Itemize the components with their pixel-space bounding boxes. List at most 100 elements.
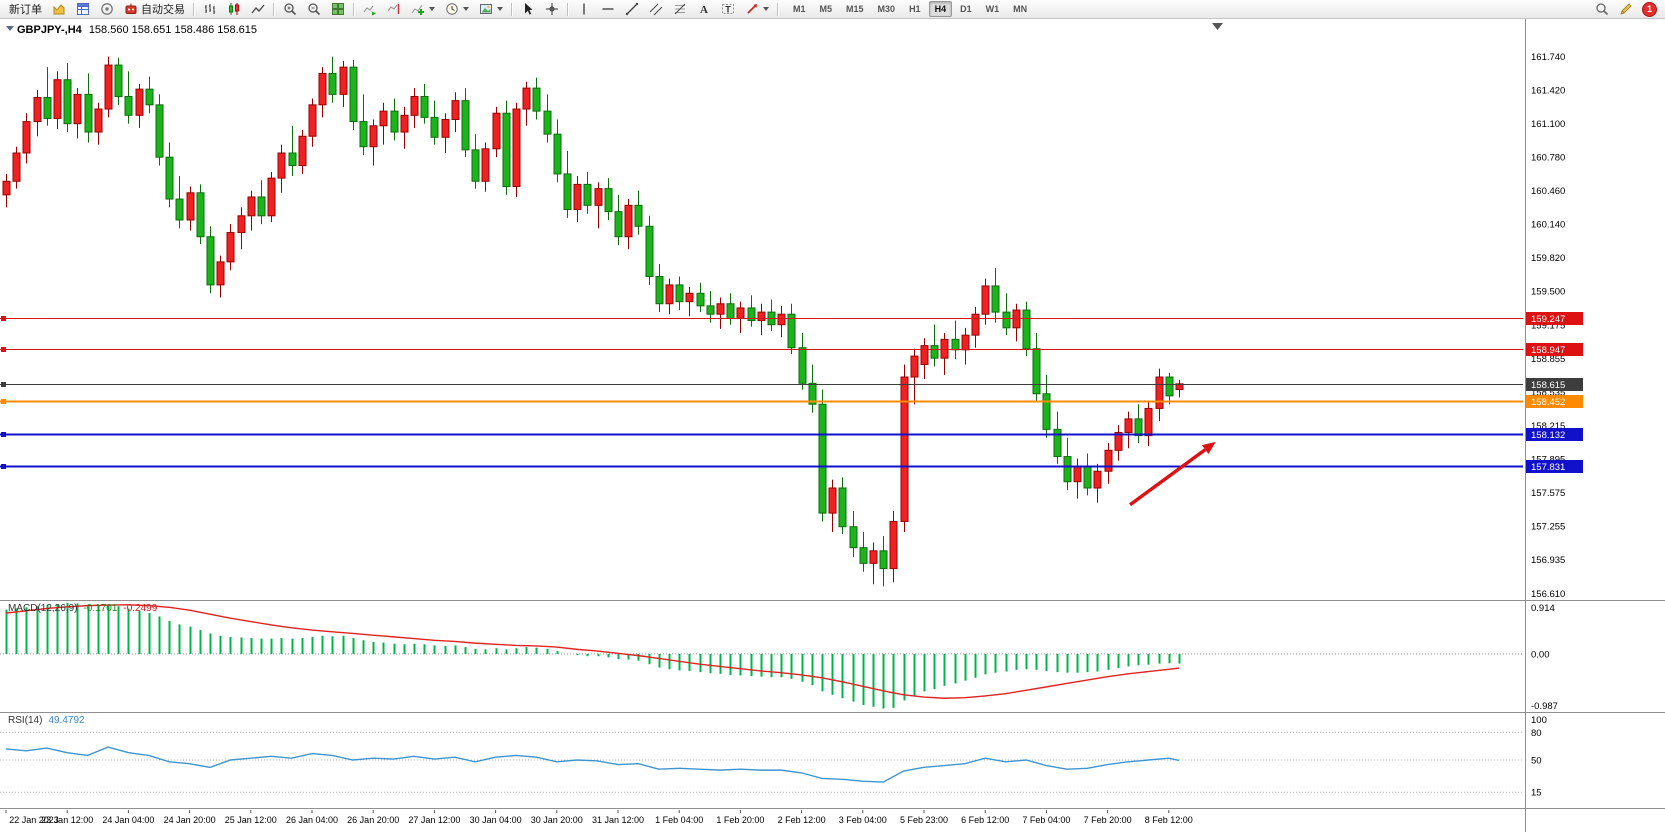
price-scale-tick: 159.175	[1531, 321, 1565, 332]
support-1-handle[interactable]	[1, 432, 6, 437]
timeframe-button-d1[interactable]: D1	[960, 4, 972, 14]
clock-icon	[446, 3, 458, 15]
vertical-line-button[interactable]	[573, 0, 595, 19]
auto-scroll-button[interactable]	[359, 0, 381, 19]
arrow-tool-icon	[747, 4, 757, 14]
timeframe-button-m1[interactable]: M1	[793, 4, 806, 14]
one-click-trading-toggle[interactable]	[6, 26, 14, 31]
search-button[interactable]	[1591, 0, 1613, 19]
zoom-in-button[interactable]	[279, 0, 301, 19]
timeframe-button-m15[interactable]: M15	[846, 4, 864, 14]
resistance-2-handle[interactable]	[1, 347, 6, 352]
text-button[interactable]: A	[693, 0, 715, 19]
timeframe-button-h4[interactable]: H4	[928, 1, 953, 17]
chart-shift-marker[interactable]	[1212, 23, 1223, 30]
fibonacci-button[interactable]	[669, 0, 691, 19]
candle-bullish	[971, 313, 980, 336]
channel-button[interactable]	[645, 0, 667, 19]
text-label-button[interactable]: T	[717, 0, 739, 19]
chart-line-button[interactable]	[247, 0, 269, 19]
fibonacci-icon	[674, 3, 686, 15]
timeframe-button-w1[interactable]: W1	[985, 4, 1000, 14]
candle-bearish	[349, 66, 358, 123]
autotrading-label: 自动交易	[141, 4, 185, 16]
candle-bullish	[736, 307, 745, 319]
new-order-button[interactable]: 新订单	[5, 0, 46, 19]
chart-shift-button[interactable]	[383, 0, 405, 19]
trendline-button[interactable]	[621, 0, 643, 19]
price-scale-tick: 159.820	[1531, 253, 1565, 264]
candle-bullish	[135, 88, 144, 116]
candle-bullish	[1144, 407, 1153, 437]
trend-arrow-head[interactable]	[1201, 441, 1216, 455]
zoom-out-icon	[308, 3, 321, 16]
candlestick-icon	[229, 3, 239, 15]
candle-bullish	[441, 118, 450, 138]
vertical-line-icon	[583, 3, 585, 15]
candle-bearish	[655, 276, 664, 305]
timeframe-button-m5[interactable]: M5	[819, 4, 833, 14]
pivot-orange-price-label	[1526, 395, 1583, 408]
timeframe-button-h1[interactable]: H1	[909, 4, 921, 14]
new-order-label: 新订单	[9, 4, 42, 16]
current-price-price-text: 158.615	[1531, 380, 1565, 391]
price-scale-tick: 161.740	[1531, 52, 1565, 63]
candle-bearish	[726, 303, 735, 319]
candle-bullish	[104, 64, 113, 110]
candle-bearish	[1022, 309, 1031, 350]
notification-badge[interactable]: 1	[1642, 1, 1657, 17]
candle-bearish	[124, 95, 133, 116]
headset-button[interactable]	[96, 0, 118, 19]
current-price-handle[interactable]	[1, 382, 6, 387]
timeframe-button-mn[interactable]: MN	[1013, 4, 1028, 14]
candle-bearish	[634, 204, 643, 227]
candle-bullish	[318, 72, 327, 106]
indicators-button[interactable]	[407, 0, 439, 19]
candle-bearish	[787, 313, 796, 349]
market-watch-button[interactable]	[48, 0, 70, 19]
tile-windows-button[interactable]	[327, 0, 349, 19]
templates-button[interactable]	[475, 0, 507, 19]
time-axis-label: 8 Feb 12:00	[1145, 815, 1193, 825]
candle-bullish	[1104, 449, 1113, 472]
periods-button[interactable]	[441, 0, 473, 19]
pivot-orange-handle[interactable]	[1, 399, 6, 404]
chevron-down-icon	[429, 7, 435, 11]
autotrading-button[interactable]: 自动交易	[120, 0, 189, 19]
arrows-tool-button[interactable]	[741, 0, 773, 19]
candle-bullish	[573, 183, 582, 211]
time-axis-label: 26 Jan 04:00	[286, 815, 338, 825]
time-axis-label: 1 Feb 20:00	[716, 815, 764, 825]
candle-bearish	[1032, 348, 1041, 395]
candle-bearish	[1053, 428, 1062, 458]
chevron-down-icon	[763, 7, 769, 11]
trend-arrow[interactable]	[1129, 448, 1207, 507]
support-2-handle[interactable]	[1, 464, 6, 469]
time-axis-label: 30 Jan 20:00	[531, 815, 583, 825]
candle-bullish	[267, 177, 276, 217]
edit-button[interactable]	[1615, 0, 1637, 19]
candle-bearish	[818, 403, 827, 514]
candle-bearish	[165, 156, 174, 200]
candle-bullish	[828, 487, 837, 514]
macd-signal-value: -0.2499	[123, 603, 158, 614]
candle-bullish	[379, 110, 388, 127]
resistance-1-handle[interactable]	[1, 316, 6, 321]
candle-bearish	[614, 211, 623, 238]
data-window-button[interactable]	[72, 0, 94, 19]
rsi-line	[5, 746, 1180, 783]
zoom-out-button[interactable]	[303, 0, 325, 19]
time-axis-label: 2 Feb 12:00	[778, 815, 826, 825]
timeframe-button-m30[interactable]: M30	[877, 4, 896, 14]
horizontal-line-button[interactable]	[597, 0, 619, 19]
chart-bars-button[interactable]	[199, 0, 221, 19]
chart-candles-button[interactable]	[223, 0, 245, 19]
price-scale-tick: 158.535	[1531, 388, 1565, 399]
macd-main-value: -0.1701	[83, 603, 118, 614]
crosshair-button[interactable]	[541, 0, 563, 19]
price-scale-tick: 159.500	[1531, 287, 1565, 298]
candle-bullish	[73, 93, 82, 125]
cursor-button[interactable]	[517, 0, 539, 19]
price-scale-tick: 160.140	[1531, 220, 1565, 231]
